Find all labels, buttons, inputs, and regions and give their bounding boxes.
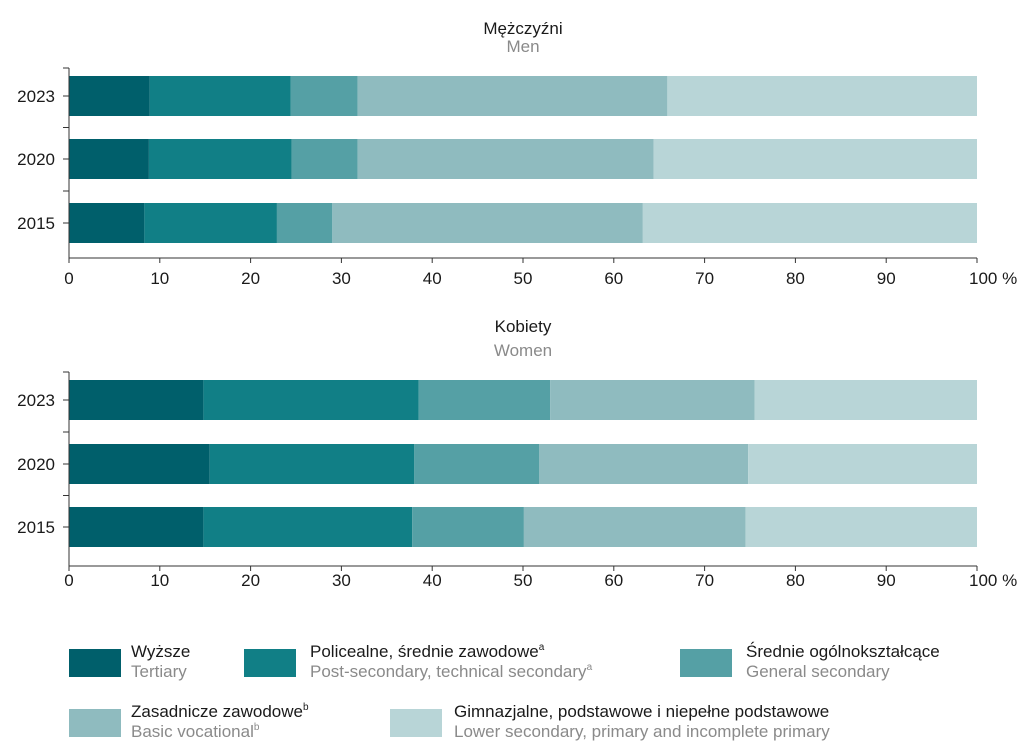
legend-item: Gimnazjalne, podstawowe i niepełne podst…	[390, 702, 830, 741]
bar-segment	[357, 139, 654, 179]
legend-swatch	[69, 649, 121, 677]
bar-segment	[332, 203, 643, 243]
bar-segment	[754, 380, 977, 420]
bar-segment	[69, 507, 204, 547]
bar-segment	[69, 76, 150, 116]
legend-label-en: General secondary	[746, 662, 890, 681]
bar-segment	[412, 507, 524, 547]
x-tick-label: 20	[241, 571, 260, 590]
x-tick-label: 40	[423, 571, 442, 590]
x-tick-label: 70	[695, 269, 714, 288]
bar-segment	[69, 380, 204, 420]
y-tick-label: 2020	[17, 150, 55, 169]
x-tick-label: 100 %	[969, 269, 1017, 288]
bar-segment	[69, 139, 149, 179]
x-tick-label: 30	[332, 571, 351, 590]
bar-segment	[748, 444, 977, 484]
chart-subtitle: Women	[494, 341, 552, 360]
x-tick-label: 80	[786, 269, 805, 288]
chart-title: Kobiety	[495, 317, 552, 336]
y-tick-label: 2015	[17, 214, 55, 233]
x-tick-label: 90	[877, 571, 896, 590]
bar-segment	[69, 203, 145, 243]
legend-item: Policealne, średnie zawodoweaPost-second…	[244, 642, 593, 681]
bar-segment	[523, 507, 746, 547]
legend-label-pl: Policealne, średnie zawodowea	[310, 642, 545, 661]
x-tick-label: 70	[695, 571, 714, 590]
legend-swatch	[69, 709, 121, 737]
legend-label-en: Tertiary	[131, 662, 187, 681]
bar-segment	[550, 380, 755, 420]
x-tick-label: 60	[604, 571, 623, 590]
legend-label-en: Basic vocationalb	[131, 722, 260, 741]
legend-label-en: Lower secondary, primary and incomplete …	[454, 722, 830, 741]
bar-segment	[291, 139, 358, 179]
bar-segment	[148, 139, 292, 179]
y-tick-label: 2020	[17, 455, 55, 474]
y-tick-label: 2015	[17, 518, 55, 537]
legend-label-pl: Zasadnicze zawodoweb	[131, 702, 309, 721]
legend-label-pl: Wyższe	[131, 642, 190, 661]
x-tick-label: 30	[332, 269, 351, 288]
x-tick-label: 50	[514, 269, 533, 288]
x-tick-label: 50	[514, 571, 533, 590]
bar-segment	[418, 380, 551, 420]
y-tick-label: 2023	[17, 391, 55, 410]
chart-title: Mężczyźni	[483, 19, 562, 38]
bar-segment	[144, 203, 277, 243]
x-tick-label: 40	[423, 269, 442, 288]
x-tick-label: 20	[241, 269, 260, 288]
x-tick-label: 10	[150, 269, 169, 288]
x-tick-label: 90	[877, 269, 896, 288]
x-tick-label: 80	[786, 571, 805, 590]
bar-segment	[209, 444, 415, 484]
bar-segment	[203, 380, 419, 420]
bar-segment	[642, 203, 977, 243]
x-tick-label: 0	[64, 269, 73, 288]
legend-label-en: Post-secondary, technical secondarya	[310, 662, 593, 681]
y-tick-label: 2023	[17, 87, 55, 106]
bar-segment	[414, 444, 540, 484]
bar-segment	[276, 203, 333, 243]
legend-label-pl: Średnie ogólnokształcące	[746, 642, 940, 661]
legend-swatch	[390, 709, 442, 737]
bar-segment	[203, 507, 413, 547]
bar-segment	[69, 444, 210, 484]
bar-segment	[539, 444, 749, 484]
bar-segment	[667, 76, 977, 116]
bar-segment	[745, 507, 977, 547]
chart-subtitle: Men	[506, 37, 539, 56]
bar-segment	[149, 76, 291, 116]
x-tick-label: 60	[604, 269, 623, 288]
x-tick-label: 0	[64, 571, 73, 590]
legend-label-pl: Gimnazjalne, podstawowe i niepełne podst…	[454, 702, 829, 721]
bar-segment	[290, 76, 358, 116]
bar-segment	[357, 76, 668, 116]
x-tick-label: 100 %	[969, 571, 1017, 590]
bar-segment	[653, 139, 977, 179]
chart-panel-2: Kobiety Women 2023 2020 2015 0 10 20 30 40 50 60 70 8…	[17, 317, 1017, 590]
legend-swatch	[244, 649, 296, 677]
legend-swatch	[680, 649, 732, 677]
x-tick-label: 10	[150, 571, 169, 590]
